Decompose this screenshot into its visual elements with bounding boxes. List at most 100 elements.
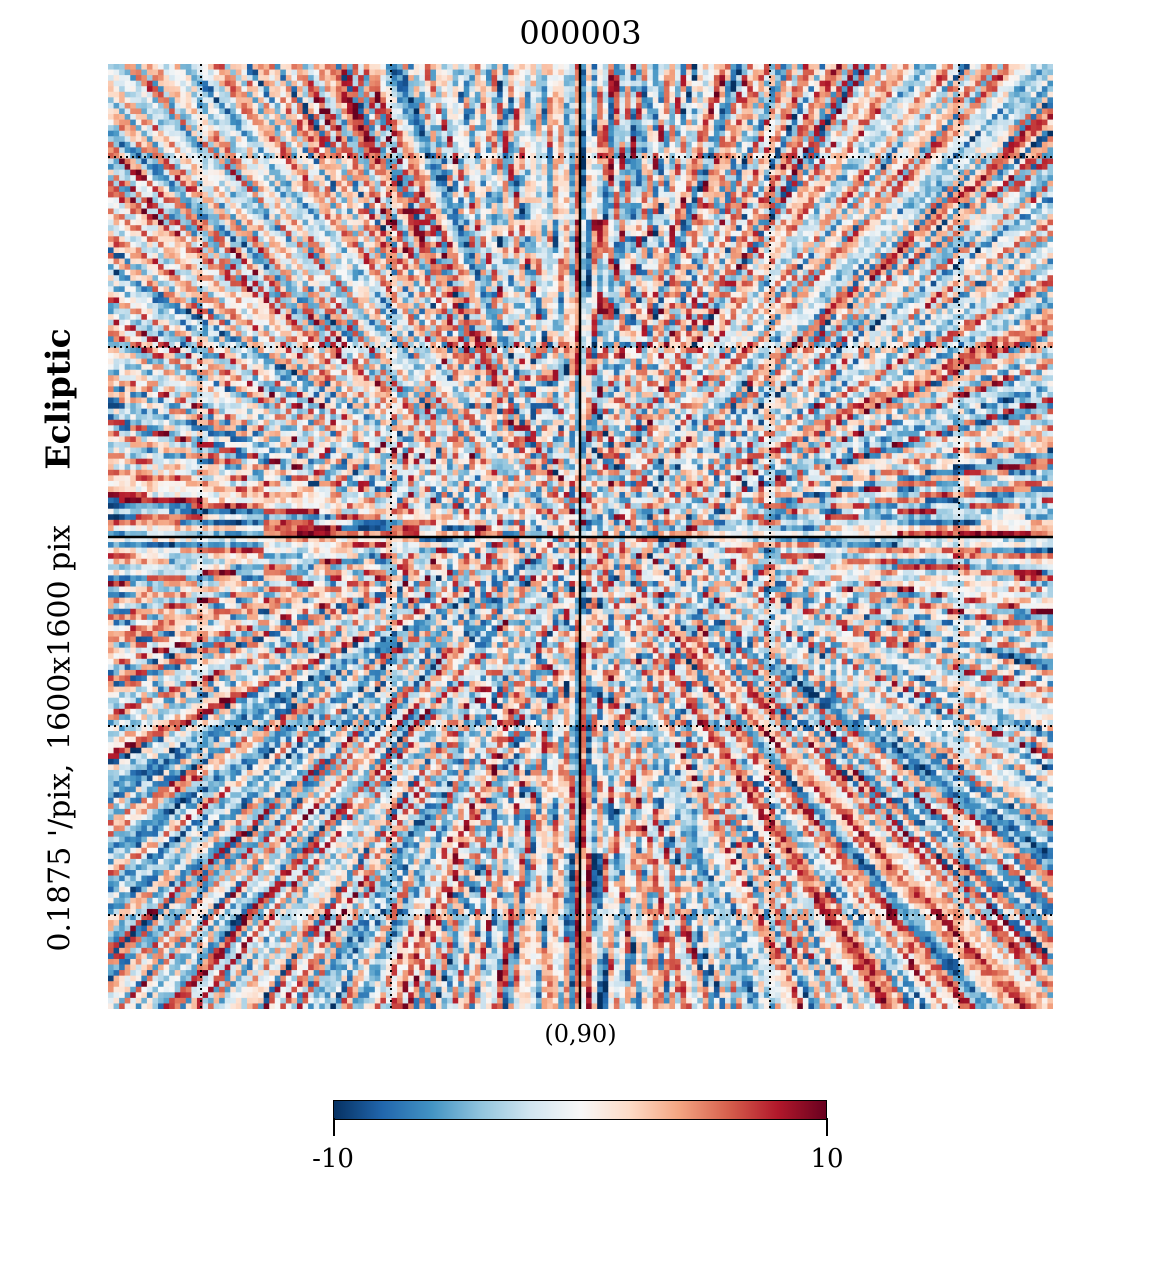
heatmap-cell — [847, 153, 853, 159]
heatmap-cell — [947, 175, 953, 181]
heatmap-cell — [1025, 186, 1031, 192]
heatmap-cell — [581, 170, 587, 176]
heatmap-cell — [636, 81, 642, 87]
heatmap-cell — [697, 220, 703, 226]
heatmap-cell — [392, 170, 398, 176]
heatmap-cell — [847, 186, 853, 192]
heatmap-cell — [303, 175, 309, 181]
heatmap-cell — [208, 197, 214, 203]
heatmap-cell — [831, 209, 837, 215]
heatmap-cell — [775, 75, 781, 81]
heatmap-cell — [108, 81, 114, 87]
heatmap-cell — [964, 92, 970, 98]
heatmap-cell — [608, 197, 614, 203]
heatmap-cell — [214, 86, 220, 92]
heatmap-cell — [692, 114, 698, 120]
heatmap-cell — [480, 97, 486, 103]
heatmap-cell — [936, 214, 942, 220]
heatmap-cell — [297, 70, 303, 76]
heatmap-cell — [619, 70, 625, 76]
heatmap-cell — [792, 92, 798, 98]
heatmap-cell — [942, 92, 948, 98]
heatmap-cell — [914, 153, 920, 159]
heatmap-cell — [664, 131, 670, 137]
heatmap-cell — [1020, 136, 1026, 142]
heatmap-cell — [986, 170, 992, 176]
heatmap-cell — [936, 108, 942, 114]
heatmap-cell — [947, 164, 953, 170]
heatmap-cell — [914, 181, 920, 187]
heatmap-cell — [119, 170, 125, 176]
heatmap-cell — [908, 142, 914, 148]
heatmap-cell — [892, 81, 898, 87]
heatmap-cell — [697, 159, 703, 165]
heatmap-cell — [675, 64, 681, 70]
heatmap-cell — [703, 159, 709, 165]
heatmap-cell — [747, 75, 753, 81]
heatmap-cell — [469, 209, 475, 215]
heatmap-cell — [736, 214, 742, 220]
heatmap-cell — [419, 92, 425, 98]
heatmap-cell — [330, 214, 336, 220]
heatmap-cell — [175, 131, 181, 137]
heatmap-cell — [280, 97, 286, 103]
heatmap-cell — [364, 114, 370, 120]
heatmap-cell — [569, 214, 575, 220]
heatmap-cell — [714, 81, 720, 87]
heatmap-cell — [808, 214, 814, 220]
heatmap-cell — [525, 75, 531, 81]
heatmap-cell — [225, 97, 231, 103]
heatmap-cell — [375, 64, 381, 70]
heatmap-cell — [230, 64, 236, 70]
heatmap-cell — [536, 131, 542, 137]
heatmap-cell — [892, 147, 898, 153]
heatmap-cell — [475, 170, 481, 176]
heatmap-cell — [820, 197, 826, 203]
heatmap-cell — [792, 114, 798, 120]
heatmap-cell — [603, 86, 609, 92]
heatmap-cell — [180, 147, 186, 153]
heatmap-cell — [492, 175, 498, 181]
heatmap-cell — [1020, 103, 1026, 109]
heatmap-cell — [214, 103, 220, 109]
heatmap-cell — [1003, 220, 1009, 226]
heatmap-cell — [141, 214, 147, 220]
heatmap-cell — [147, 92, 153, 98]
heatmap-cell — [130, 225, 136, 231]
heatmap-cell — [453, 114, 459, 120]
heatmap-cell — [975, 103, 981, 109]
heatmap-cell — [753, 125, 759, 131]
heatmap-cell — [747, 92, 753, 98]
heatmap-cell — [303, 220, 309, 226]
heatmap-cell — [219, 209, 225, 215]
heatmap-cell — [325, 170, 331, 176]
heatmap-cell — [608, 147, 614, 153]
heatmap-cell — [669, 136, 675, 142]
heatmap-cell — [530, 125, 536, 131]
heatmap-cell — [569, 75, 575, 81]
heatmap-cell — [280, 136, 286, 142]
heatmap-cell — [514, 181, 520, 187]
heatmap-cell — [542, 92, 548, 98]
heatmap-cell — [152, 120, 158, 126]
heatmap-cell — [253, 197, 259, 203]
heatmap-cell — [136, 220, 142, 226]
heatmap-cell — [997, 108, 1003, 114]
heatmap-cell — [569, 164, 575, 170]
heatmap-cell — [642, 209, 648, 215]
heatmap-cell — [225, 70, 231, 76]
heatmap-cell — [353, 197, 359, 203]
heatmap-cell — [708, 108, 714, 114]
heatmap-cell — [1003, 125, 1009, 131]
heatmap-cell — [853, 108, 859, 114]
heatmap-cell — [336, 186, 342, 192]
heatmap-cell — [297, 170, 303, 176]
heatmap-cell — [758, 181, 764, 187]
heatmap-cell — [364, 97, 370, 103]
heatmap-cell — [486, 214, 492, 220]
heatmap-cell — [336, 92, 342, 98]
heatmap-cell — [758, 164, 764, 170]
heatmap-cell — [141, 147, 147, 153]
heatmap-cell — [497, 220, 503, 226]
heatmap-cell — [480, 181, 486, 187]
